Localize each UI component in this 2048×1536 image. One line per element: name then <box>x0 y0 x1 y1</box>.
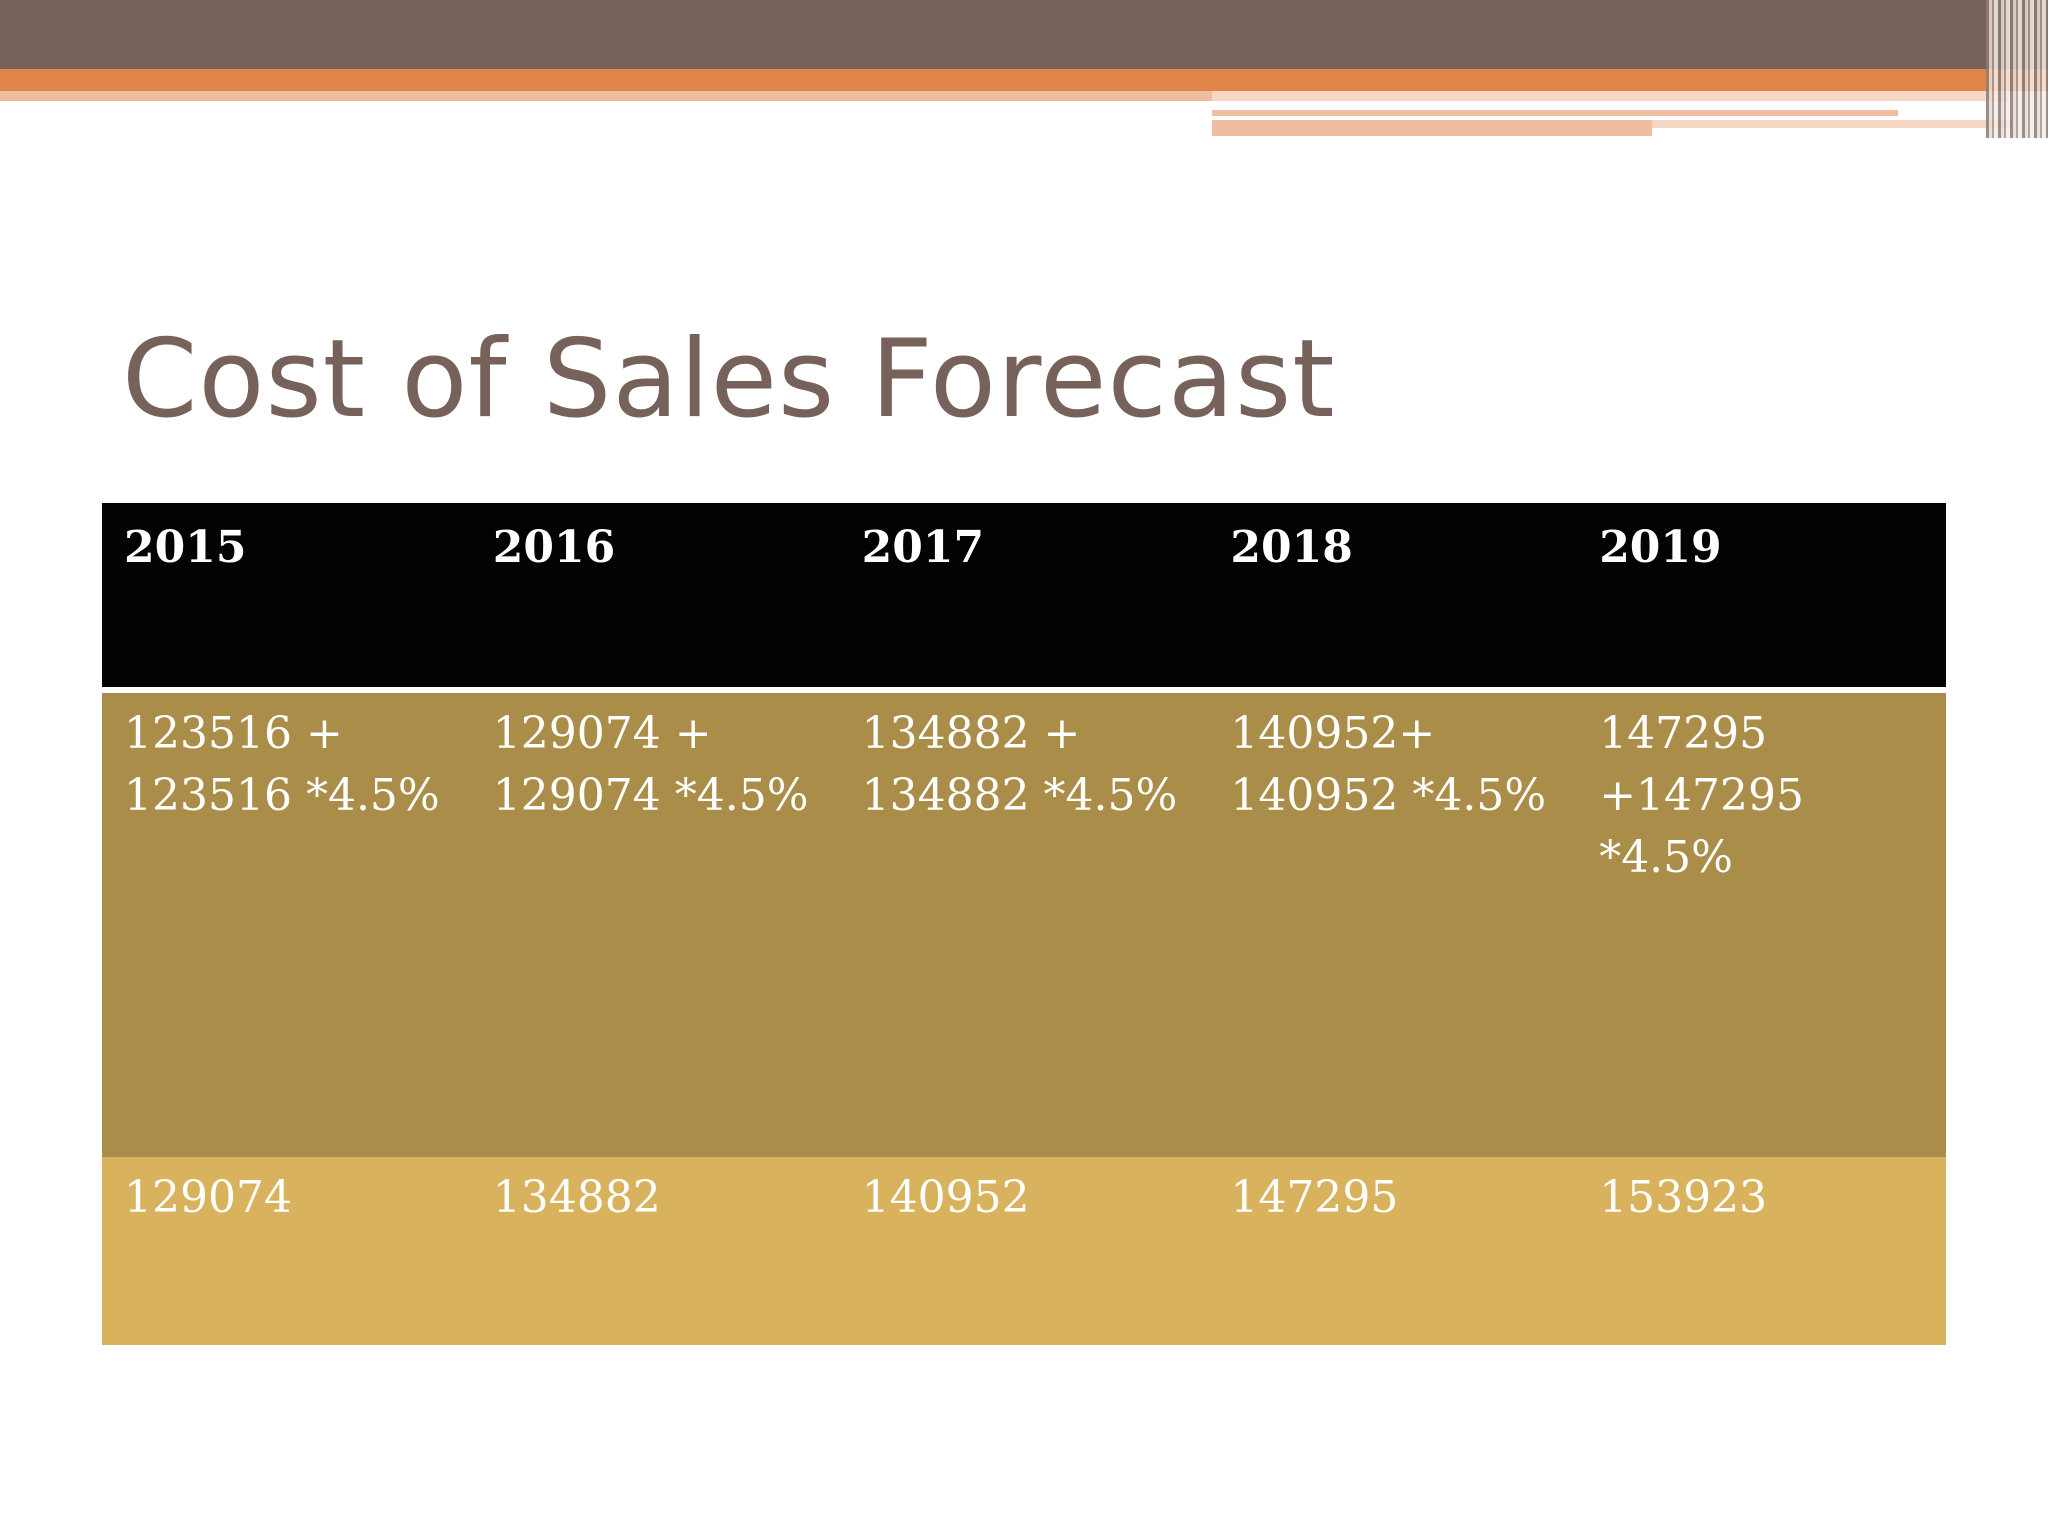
formula-cell-2019: 147295 +147295 *4.5% <box>1577 690 1946 1157</box>
result-cell-2018: 147295 <box>1230 1172 1399 1223</box>
formula-line: 129074 + <box>492 708 712 759</box>
table-header-row: 2015 2016 2017 2018 2019 <box>102 503 1946 690</box>
formula-row: 123516 + 123516 *4.5% 129074 + 129074 *4… <box>102 690 1946 1157</box>
formula-line: 140952+ <box>1230 708 1436 759</box>
header-stripes-decoration <box>1986 0 2048 138</box>
header-accent-line <box>1652 120 2012 128</box>
result-cell-2016: 134882 <box>492 1172 661 1223</box>
header-accent-line <box>1212 120 1652 136</box>
result-cell-2015: 129074 <box>124 1172 292 1223</box>
formula-cell-2015: 123516 + 123516 *4.5% <box>102 690 471 1157</box>
header-accent-line <box>1212 110 1898 116</box>
formula-line: *4.5% <box>1599 832 1733 883</box>
year-header-2015: 2015 <box>124 522 247 573</box>
formula-cell-2016: 129074 + 129074 *4.5% <box>471 690 840 1157</box>
slide-title: Cost of Sales Forecast <box>122 317 1336 442</box>
formula-line: 134882 *4.5% <box>861 770 1178 821</box>
formula-line: 147295 <box>1599 708 1768 759</box>
result-cell-2017: 140952 <box>861 1172 1030 1223</box>
forecast-table: 2015 2016 2017 2018 2019 123516 + 123516… <box>102 503 1946 1345</box>
header-band-brown <box>0 0 2048 69</box>
result-cell-2019: 153923 <box>1599 1172 1768 1223</box>
year-header-2016: 2016 <box>492 522 616 573</box>
formula-cell-2018: 140952+ 140952 *4.5% <box>1208 690 1577 1157</box>
header-band-peach-left <box>0 91 1212 101</box>
header-band-peach-right <box>1212 91 2008 101</box>
year-header-2018: 2018 <box>1230 522 1353 573</box>
year-header-2019: 2019 <box>1599 522 1722 573</box>
header-band-orange <box>0 69 2048 91</box>
year-header-2017: 2017 <box>861 522 985 573</box>
formula-line: 129074 *4.5% <box>492 770 809 821</box>
formula-line: 123516 *4.5% <box>124 770 440 821</box>
formula-cell-2017: 134882 + 134882 *4.5% <box>840 690 1209 1157</box>
result-row: 129074 134882 140952 147295 153923 <box>102 1157 1946 1345</box>
formula-line: 134882 + <box>861 708 1081 759</box>
formula-line: +147295 <box>1599 770 1805 821</box>
formula-line: 123516 + <box>124 708 343 759</box>
formula-line: 140952 *4.5% <box>1230 770 1547 821</box>
